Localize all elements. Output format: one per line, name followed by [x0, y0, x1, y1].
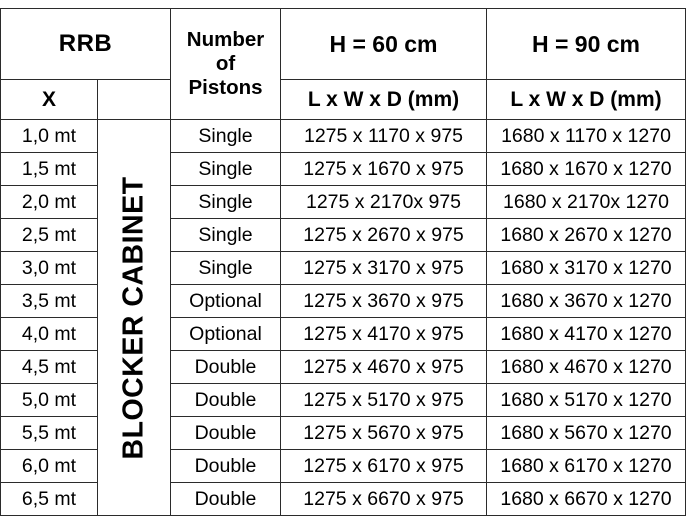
- table-row: 4,0 mt Optional 1275 x 4170 x 975 1680 x 41…: [0, 317, 686, 351]
- cell-dimensions-h60: 1275 x 5170 x 975: [280, 383, 487, 417]
- cell-dimensions-h60: 1275 x 3670 x 975: [280, 284, 487, 318]
- cell-pistons: Double: [170, 416, 281, 450]
- cell-x-length: 1,5 mt: [0, 152, 98, 186]
- cell-pistons: Double: [170, 482, 281, 516]
- blocker-cabinet-spec-table: RRB Number of Pistons H = 60 cm H = 90 c…: [0, 8, 686, 516]
- cell-dimensions-h60: 1275 x 1670 x 975: [280, 152, 487, 186]
- cell-pistons: Double: [170, 350, 281, 384]
- header-h60: H = 60 cm: [280, 8, 487, 80]
- header-pistons-line-3: Pistons: [188, 76, 263, 100]
- spec-table-container: RRB Number of Pistons H = 60 cm H = 90 c…: [0, 8, 686, 516]
- table-row: 3,0 mt Single 1275 x 3170 x 975 1680 x 3170…: [0, 251, 686, 285]
- header-lwd-h90: L x W x D (mm): [486, 79, 686, 120]
- cell-blocker-cabinet-label: BLOCKER CABINET: [97, 119, 171, 516]
- table-row: 5,0 mt Double 1275 x 5170 x 975 1680 x 5170…: [0, 383, 686, 417]
- cell-dimensions-h90: 1680 x 1670 x 1270: [486, 152, 686, 186]
- table-row: 1,0 mt BLOCKER CABINET Single 1275 x 1170 x…: [0, 119, 686, 516]
- header-h90: H = 90 cm: [486, 8, 686, 80]
- cell-dimensions-h90: 1680 x 5170 x 1270: [486, 383, 686, 417]
- blocker-cabinet-vertical-text: BLOCKER CABINET: [117, 176, 150, 459]
- cell-dimensions-h60: 1275 x 6170 x 975: [280, 449, 487, 483]
- cell-x-length: 4,5 mt: [0, 350, 98, 384]
- cell-x-length: 2,0 mt: [0, 185, 98, 219]
- header-row-2: X L x W x D (mm) L x W x D (mm): [0, 79, 686, 120]
- cell-dimensions-h90: 1680 x 6170 x 1270: [486, 449, 686, 483]
- cell-dimensions-h60: 1275 x 4670 x 975: [280, 350, 487, 384]
- cell-x-length: 5,5 mt: [0, 416, 98, 450]
- header-pistons-line-2: of: [215, 51, 236, 75]
- cell-pistons: Single: [170, 218, 281, 252]
- cell-pistons: Double: [170, 449, 281, 483]
- header-pistons-line-1: Number: [186, 27, 265, 51]
- table-row: 6,0 mt Double 1275 x 6170 x 975 1680 x 6170…: [0, 449, 686, 483]
- cell-pistons: Optional: [170, 317, 281, 351]
- cell-x-length: 4,0 mt: [0, 317, 98, 351]
- cell-x-length: 6,0 mt: [0, 449, 98, 483]
- cell-x-length: 2,5 mt: [0, 218, 98, 252]
- cell-pistons: Single: [170, 152, 281, 186]
- table-row: 2,5 mt Single 1275 x 2670 x 975 1680 x 2670…: [0, 218, 686, 252]
- cell-dimensions-h60: 1275 x 1170 x 975: [280, 119, 487, 153]
- header-lwd-h60: L x W x D (mm): [280, 79, 487, 120]
- cell-dimensions-h60: 1275 x 6670 x 975: [280, 482, 487, 516]
- cell-dimensions-h60: 1275 x 3170 x 975: [280, 251, 487, 285]
- cell-dimensions-h90: 1680 x 3670 x 1270: [486, 284, 686, 318]
- header-x: X: [0, 79, 98, 120]
- table-row: 4,5 mt Double 1275 x 4670 x 975 1680 x 4670…: [0, 350, 686, 384]
- table-row: 3,5 mt Optional 1275 x 3670 x 975 1680 x 36…: [0, 284, 686, 318]
- header-cabinet-spacer: [97, 79, 171, 120]
- cell-pistons: Single: [170, 251, 281, 285]
- cell-x-length: 1,0 mt: [0, 119, 98, 153]
- cell-dimensions-h90: 1680 x 4670 x 1270: [486, 350, 686, 384]
- cell-dimensions-h60: 1275 x 5670 x 975: [280, 416, 487, 450]
- cell-pistons: Optional: [170, 284, 281, 318]
- cell-dimensions-h90: 1680 x 4170 x 1270: [486, 317, 686, 351]
- cell-dimensions-h90: 1680 x 6670 x 1270: [486, 482, 686, 516]
- cell-x-length: 3,0 mt: [0, 251, 98, 285]
- cell-x-length: 6,5 mt: [0, 482, 98, 516]
- header-row-1: RRB Number of Pistons H = 60 cm H = 90 c…: [0, 8, 686, 120]
- cell-dimensions-h90: 1680 x 3170 x 1270: [486, 251, 686, 285]
- cell-x-length: 3,5 mt: [0, 284, 98, 318]
- cell-x-length: 5,0 mt: [0, 383, 98, 417]
- cell-dimensions-h60: 1275 x 2670 x 975: [280, 218, 487, 252]
- table-row: 5,5 mt Double 1275 x 5670 x 975 1680 x 5670…: [0, 416, 686, 450]
- cell-dimensions-h90: 1680 x 1170 x 1270: [486, 119, 686, 153]
- cell-dimensions-h60: 1275 x 2170x 975: [280, 185, 487, 219]
- cell-dimensions-h60: 1275 x 4170 x 975: [280, 317, 487, 351]
- header-rrb: RRB: [0, 8, 171, 80]
- table-row: 1,5 mt Single 1275 x 1670 x 975 1680 x 1670…: [0, 152, 686, 186]
- cell-dimensions-h90: 1680 x 5670 x 1270: [486, 416, 686, 450]
- cell-pistons: Single: [170, 119, 281, 153]
- cell-pistons: Double: [170, 383, 281, 417]
- cell-dimensions-h90: 1680 x 2670 x 1270: [486, 218, 686, 252]
- header-number-of-pistons: Number of Pistons: [170, 8, 281, 120]
- cell-dimensions-h90: 1680 x 2170x 1270: [486, 185, 686, 219]
- table-row: 2,0 mt Single 1275 x 2170x 975 1680 x 2170x…: [0, 185, 686, 219]
- cell-pistons: Single: [170, 185, 281, 219]
